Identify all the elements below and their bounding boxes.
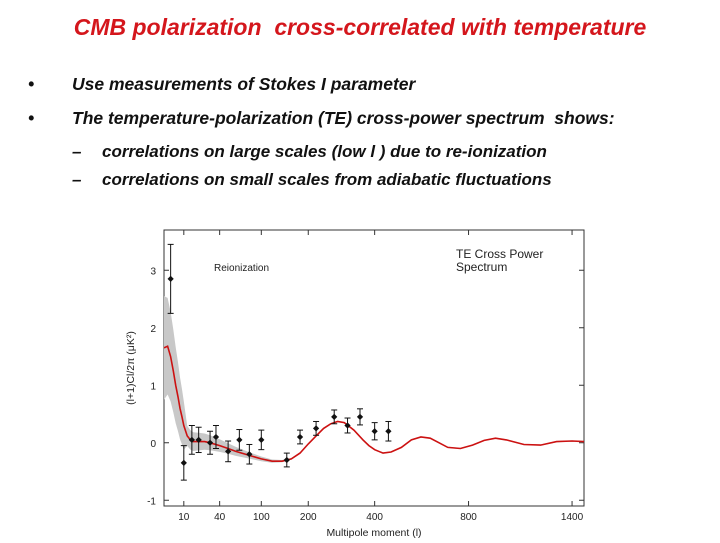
slide-title: CMB polarization cross-correlated with t… (73, 14, 647, 40)
bullet-list: • Use measurements of Stokes I parameter… (28, 74, 708, 198)
data-point (356, 413, 364, 420)
bullet-item: • Use measurements of Stokes I parameter (28, 74, 708, 108)
bullet-item: • The temperature-polarization (TE) cros… (28, 108, 708, 142)
y-tick-label: 1 (150, 381, 156, 392)
data-point (371, 428, 378, 435)
y-tick-label: 3 (150, 266, 156, 277)
chart-title: TE Cross Power Spectrum (456, 247, 543, 274)
sub-bullet-item: – correlations on large scales (low l ) … (28, 142, 708, 170)
data-point (195, 436, 202, 443)
x-tick-label: 200 (300, 512, 317, 523)
data-point (283, 456, 290, 464)
data-point (385, 428, 392, 435)
sub-bullet-marker: – (72, 170, 82, 189)
chart-title-line: TE Cross Power (456, 247, 543, 261)
x-tick-label: 1400 (561, 512, 584, 523)
bullet-marker: • (28, 108, 35, 128)
data-point (225, 448, 232, 455)
y-tick-label: -1 (147, 496, 156, 507)
bullet-marker: • (28, 74, 35, 94)
x-tick-label: 400 (366, 512, 383, 523)
x-tick-label: 800 (460, 512, 477, 523)
data-point (246, 451, 253, 458)
bullet-text: Use measurements of Stokes I parameter (72, 74, 416, 94)
y-tick-label: 2 (150, 324, 156, 335)
data-point (296, 433, 304, 441)
y-tick-label: 0 (150, 439, 156, 450)
te-spectrum-figure: -1 0 1 2 3 10 40 100 200 400 800 1400 TE Cross Power… (100, 218, 600, 543)
annotation-reionization: Reionization (214, 263, 269, 274)
bullet-text: The temperature-polarization (TE) cross-… (72, 108, 615, 128)
sub-bullet-marker: – (72, 142, 82, 161)
x-tick-label: 40 (214, 512, 226, 523)
sub-bullet-text: correlations on large scales (low l ) du… (102, 142, 547, 161)
data-point (258, 436, 265, 443)
model-error-band (164, 296, 584, 463)
chart-title-line: Spectrum (456, 260, 507, 274)
x-axis-label: Multipole moment (l) (326, 527, 421, 538)
te-spectrum-chart: -1 0 1 2 3 10 40 100 200 400 800 1400 TE Cross Power… (125, 229, 585, 539)
sub-bullet-text: correlations on small scales from adiaba… (102, 170, 552, 189)
x-tick-label: 100 (253, 512, 270, 523)
data-point (344, 422, 351, 429)
data-point (188, 436, 195, 443)
data-point (331, 413, 338, 420)
data-point (167, 275, 174, 282)
y-axis-label: (l+1)Cl/2π (μK²) (125, 331, 137, 405)
data-point (312, 425, 320, 432)
sub-bullet-item: – correlations on small scales from adia… (28, 170, 708, 198)
data-point (180, 459, 187, 466)
x-tick-label: 10 (178, 512, 190, 523)
model-line (163, 345, 585, 462)
data-point (236, 436, 243, 443)
